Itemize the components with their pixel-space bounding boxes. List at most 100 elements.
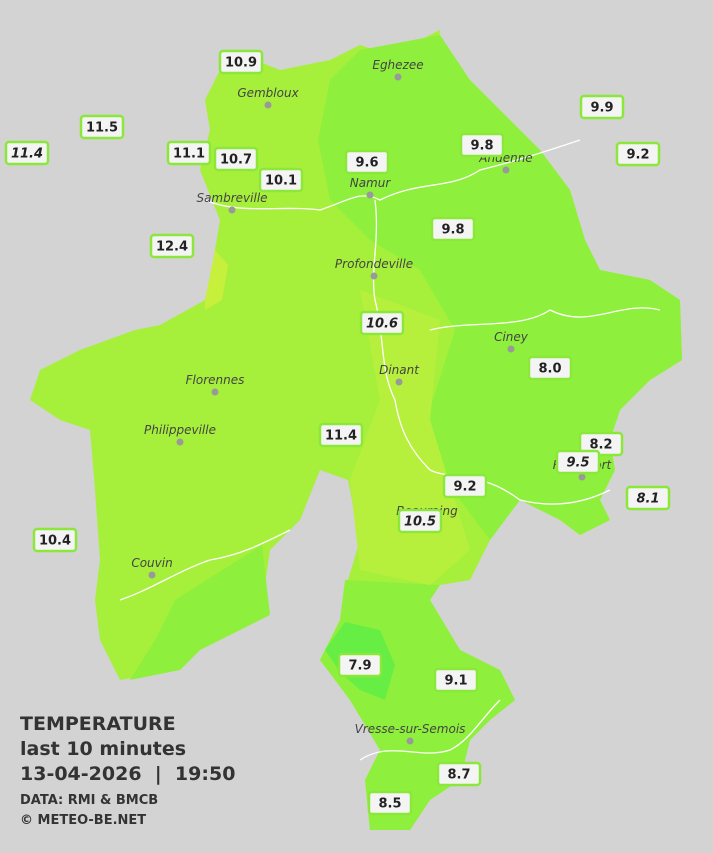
zone-hot bbox=[205, 250, 228, 310]
station: 11.4 bbox=[4, 140, 50, 166]
city-dot bbox=[148, 571, 156, 579]
station-box bbox=[579, 94, 625, 120]
city-dot bbox=[370, 272, 378, 280]
title: TEMPERATURE bbox=[20, 713, 176, 735]
city-label: Eghezee bbox=[372, 58, 423, 72]
city-dot bbox=[394, 73, 402, 81]
stations: 10.9 11.5 11.4 11.1 10.7 10.1 9.6 9.8 9.9 9.2 12.4… bbox=[4, 49, 671, 816]
city-dot bbox=[228, 206, 236, 214]
station-box bbox=[4, 140, 50, 166]
station-box bbox=[442, 473, 488, 499]
station: 8.0 bbox=[527, 355, 573, 381]
station: 10.4 bbox=[32, 527, 78, 553]
station-value: 9.2 bbox=[453, 480, 476, 495]
station-value: 12.4 bbox=[156, 240, 188, 255]
station-box bbox=[527, 355, 573, 381]
city-dot bbox=[502, 166, 510, 174]
station-box bbox=[344, 149, 390, 175]
station-value: 9.2 bbox=[626, 148, 649, 163]
city-dot bbox=[211, 388, 219, 396]
station: 8.1 bbox=[625, 485, 671, 511]
station-box bbox=[337, 652, 383, 678]
station: 8.5 bbox=[367, 790, 413, 816]
station: 9.9 bbox=[579, 94, 625, 120]
credit: © METEO-BE.NET bbox=[20, 813, 146, 828]
station-value: 10.1 bbox=[265, 174, 297, 189]
river-semois bbox=[359, 699, 501, 761]
station: 10.9 bbox=[218, 49, 264, 75]
city-label: Florennes bbox=[186, 373, 245, 387]
station-value: 9.8 bbox=[470, 139, 493, 154]
station: 7.9 bbox=[337, 652, 383, 678]
datetime: 13-04-2026 | 19:50 bbox=[20, 763, 235, 785]
city-label: Profondeville bbox=[335, 257, 413, 271]
station: 11.1 bbox=[166, 140, 212, 166]
station-value: 9.8 bbox=[441, 223, 464, 238]
credit: DATA: RMI & BMCB bbox=[20, 793, 158, 808]
station: 9.5 bbox=[555, 449, 601, 475]
station-value: 11.5 bbox=[86, 121, 118, 136]
station-box bbox=[578, 431, 624, 457]
station: 9.8 bbox=[459, 132, 505, 158]
station: 9.8 bbox=[430, 216, 476, 242]
zone-southwest bbox=[130, 545, 270, 680]
station: 9.1 bbox=[433, 667, 479, 693]
station-box bbox=[459, 132, 505, 158]
station: 10.1 bbox=[258, 167, 304, 193]
city-label: Ciney bbox=[494, 330, 529, 344]
station: 8.7 bbox=[436, 761, 482, 787]
zone-east bbox=[318, 35, 682, 540]
station-value: 10.7 bbox=[220, 153, 252, 168]
station-box bbox=[213, 146, 259, 172]
station: 8.2 bbox=[578, 431, 624, 457]
station-box bbox=[436, 761, 482, 787]
station-box bbox=[218, 49, 264, 75]
station-value: 10.4 bbox=[39, 534, 71, 549]
station-box bbox=[367, 790, 413, 816]
station-box bbox=[258, 167, 304, 193]
station-value: 10.6 bbox=[366, 317, 398, 332]
station-box bbox=[359, 310, 405, 336]
station-value: 8.7 bbox=[447, 768, 470, 783]
river-meuse bbox=[372, 199, 611, 505]
river-viroin bbox=[119, 529, 291, 601]
station: 11.5 bbox=[79, 114, 125, 140]
station: 9.2 bbox=[442, 473, 488, 499]
city-dot bbox=[578, 473, 586, 481]
station-value: 11.4 bbox=[325, 429, 357, 444]
city-label: Sambreville bbox=[196, 191, 267, 205]
station-box bbox=[430, 216, 476, 242]
station-value: 10.5 bbox=[404, 515, 436, 530]
station-value: 8.2 bbox=[589, 438, 612, 453]
city-dot bbox=[406, 737, 414, 745]
station-box bbox=[397, 508, 443, 534]
station: 10.5 bbox=[397, 508, 443, 534]
station-box bbox=[32, 527, 78, 553]
city-label: Gembloux bbox=[237, 86, 299, 100]
city-label: Philippeville bbox=[144, 423, 216, 437]
station-value: 7.9 bbox=[348, 659, 371, 674]
station: 9.2 bbox=[615, 141, 661, 167]
station-box bbox=[318, 422, 364, 448]
station-value: 8.0 bbox=[538, 362, 561, 377]
river-sambre-meuse bbox=[204, 139, 581, 211]
station: 10.6 bbox=[359, 310, 405, 336]
station-box bbox=[166, 140, 212, 166]
station-box bbox=[79, 114, 125, 140]
station-value: 8.1 bbox=[636, 492, 659, 507]
river-lesse bbox=[429, 307, 661, 331]
station-value: 9.1 bbox=[444, 674, 467, 689]
station: 12.4 bbox=[149, 233, 195, 259]
station-value: 8.5 bbox=[378, 797, 401, 812]
station-box bbox=[625, 485, 671, 511]
city-dot bbox=[366, 191, 374, 199]
city-dot bbox=[395, 378, 403, 386]
station-value: 9.9 bbox=[590, 101, 613, 116]
station-box bbox=[615, 141, 661, 167]
station: 9.6 bbox=[344, 149, 390, 175]
subtitle: last 10 minutes bbox=[20, 738, 186, 760]
station: 11.4 bbox=[318, 422, 364, 448]
station-box bbox=[149, 233, 195, 259]
station-box bbox=[433, 667, 479, 693]
